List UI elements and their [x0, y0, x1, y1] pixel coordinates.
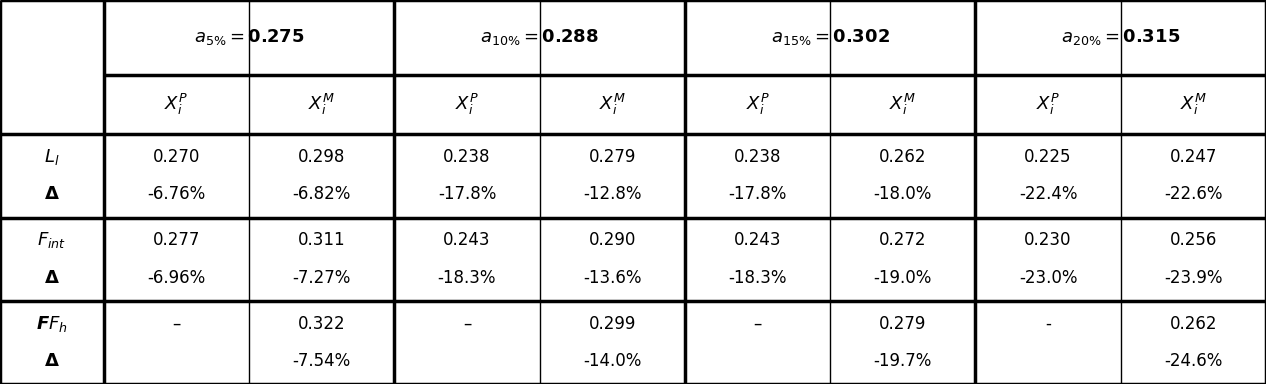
Text: –: –: [753, 314, 762, 333]
Text: -13.6%: -13.6%: [584, 269, 642, 287]
Text: $X_i^M$: $X_i^M$: [308, 92, 335, 117]
Text: –: –: [172, 314, 181, 333]
Text: $X_i^P$: $X_i^P$: [454, 92, 479, 117]
Text: $\mathit{a}_{10\%} = \mathbf{0.288}$: $\mathit{a}_{10\%} = \mathbf{0.288}$: [480, 27, 599, 48]
Text: $\boldsymbol{\Delta}$: $\boldsymbol{\Delta}$: [44, 185, 60, 204]
Text: -7.27%: -7.27%: [292, 269, 351, 287]
Text: -19.7%: -19.7%: [874, 352, 932, 370]
Text: -12.8%: -12.8%: [584, 185, 642, 204]
Text: 0.243: 0.243: [734, 231, 781, 249]
Text: -6.76%: -6.76%: [147, 185, 205, 204]
Text: 0.230: 0.230: [1024, 231, 1072, 249]
Text: -18.3%: -18.3%: [728, 269, 786, 287]
Text: 0.243: 0.243: [443, 231, 491, 249]
Text: -6.96%: -6.96%: [147, 269, 205, 287]
Text: $\boldsymbol{\Delta}$: $\boldsymbol{\Delta}$: [44, 269, 60, 287]
Text: $X_i^P$: $X_i^P$: [165, 92, 189, 117]
Text: $X_i^M$: $X_i^M$: [599, 92, 625, 117]
Text: 0.238: 0.238: [734, 148, 781, 166]
Text: $\mathit{a}_{20\%} = \mathbf{0.315}$: $\mathit{a}_{20\%} = \mathbf{0.315}$: [1061, 27, 1180, 48]
Text: -18.3%: -18.3%: [438, 269, 496, 287]
Text: -17.8%: -17.8%: [438, 185, 496, 204]
Text: $X_i^M$: $X_i^M$: [889, 92, 917, 117]
Text: 0.270: 0.270: [153, 148, 200, 166]
Text: 0.279: 0.279: [879, 314, 927, 333]
Text: 0.247: 0.247: [1170, 148, 1217, 166]
Text: 0.298: 0.298: [298, 148, 346, 166]
Text: -7.54%: -7.54%: [292, 352, 351, 370]
Text: $X_i^M$: $X_i^M$: [1180, 92, 1206, 117]
Text: 0.262: 0.262: [879, 148, 927, 166]
Text: 0.279: 0.279: [589, 148, 636, 166]
Text: $\boldsymbol{L_l}$: $\boldsymbol{L_l}$: [44, 147, 60, 167]
Text: $\boldsymbol{\Delta}$: $\boldsymbol{\Delta}$: [44, 352, 60, 370]
Text: -19.0%: -19.0%: [874, 269, 932, 287]
Text: $X_i^P$: $X_i^P$: [746, 92, 770, 117]
Text: -: -: [1046, 314, 1051, 333]
Text: -17.8%: -17.8%: [728, 185, 786, 204]
Text: $\boldsymbol{F_{int}}$: $\boldsymbol{F_{int}}$: [37, 230, 67, 250]
Text: -6.82%: -6.82%: [292, 185, 351, 204]
Text: -22.6%: -22.6%: [1165, 185, 1223, 204]
Text: 0.290: 0.290: [589, 231, 636, 249]
Text: -23.9%: -23.9%: [1165, 269, 1223, 287]
Text: 0.225: 0.225: [1024, 148, 1072, 166]
Text: -23.0%: -23.0%: [1019, 269, 1077, 287]
Text: -24.6%: -24.6%: [1165, 352, 1223, 370]
Text: $\boldsymbol{FF_h}$: $\boldsymbol{FF_h}$: [35, 314, 68, 334]
Text: 0.256: 0.256: [1170, 231, 1217, 249]
Text: 0.277: 0.277: [153, 231, 200, 249]
Text: 0.238: 0.238: [443, 148, 491, 166]
Text: $\mathit{a}_{5\%} = \mathbf{0.275}$: $\mathit{a}_{5\%} = \mathbf{0.275}$: [194, 27, 304, 48]
Text: 0.299: 0.299: [589, 314, 636, 333]
Text: 0.262: 0.262: [1170, 314, 1217, 333]
Text: -22.4%: -22.4%: [1019, 185, 1077, 204]
Text: $\mathit{a}_{15\%} = \mathbf{0.302}$: $\mathit{a}_{15\%} = \mathbf{0.302}$: [771, 27, 890, 48]
Text: -18.0%: -18.0%: [874, 185, 932, 204]
Text: $X_i^P$: $X_i^P$: [1036, 92, 1060, 117]
Text: 0.272: 0.272: [879, 231, 927, 249]
Text: –: –: [463, 314, 471, 333]
Text: 0.311: 0.311: [298, 231, 346, 249]
Text: 0.322: 0.322: [298, 314, 346, 333]
Text: -14.0%: -14.0%: [584, 352, 642, 370]
